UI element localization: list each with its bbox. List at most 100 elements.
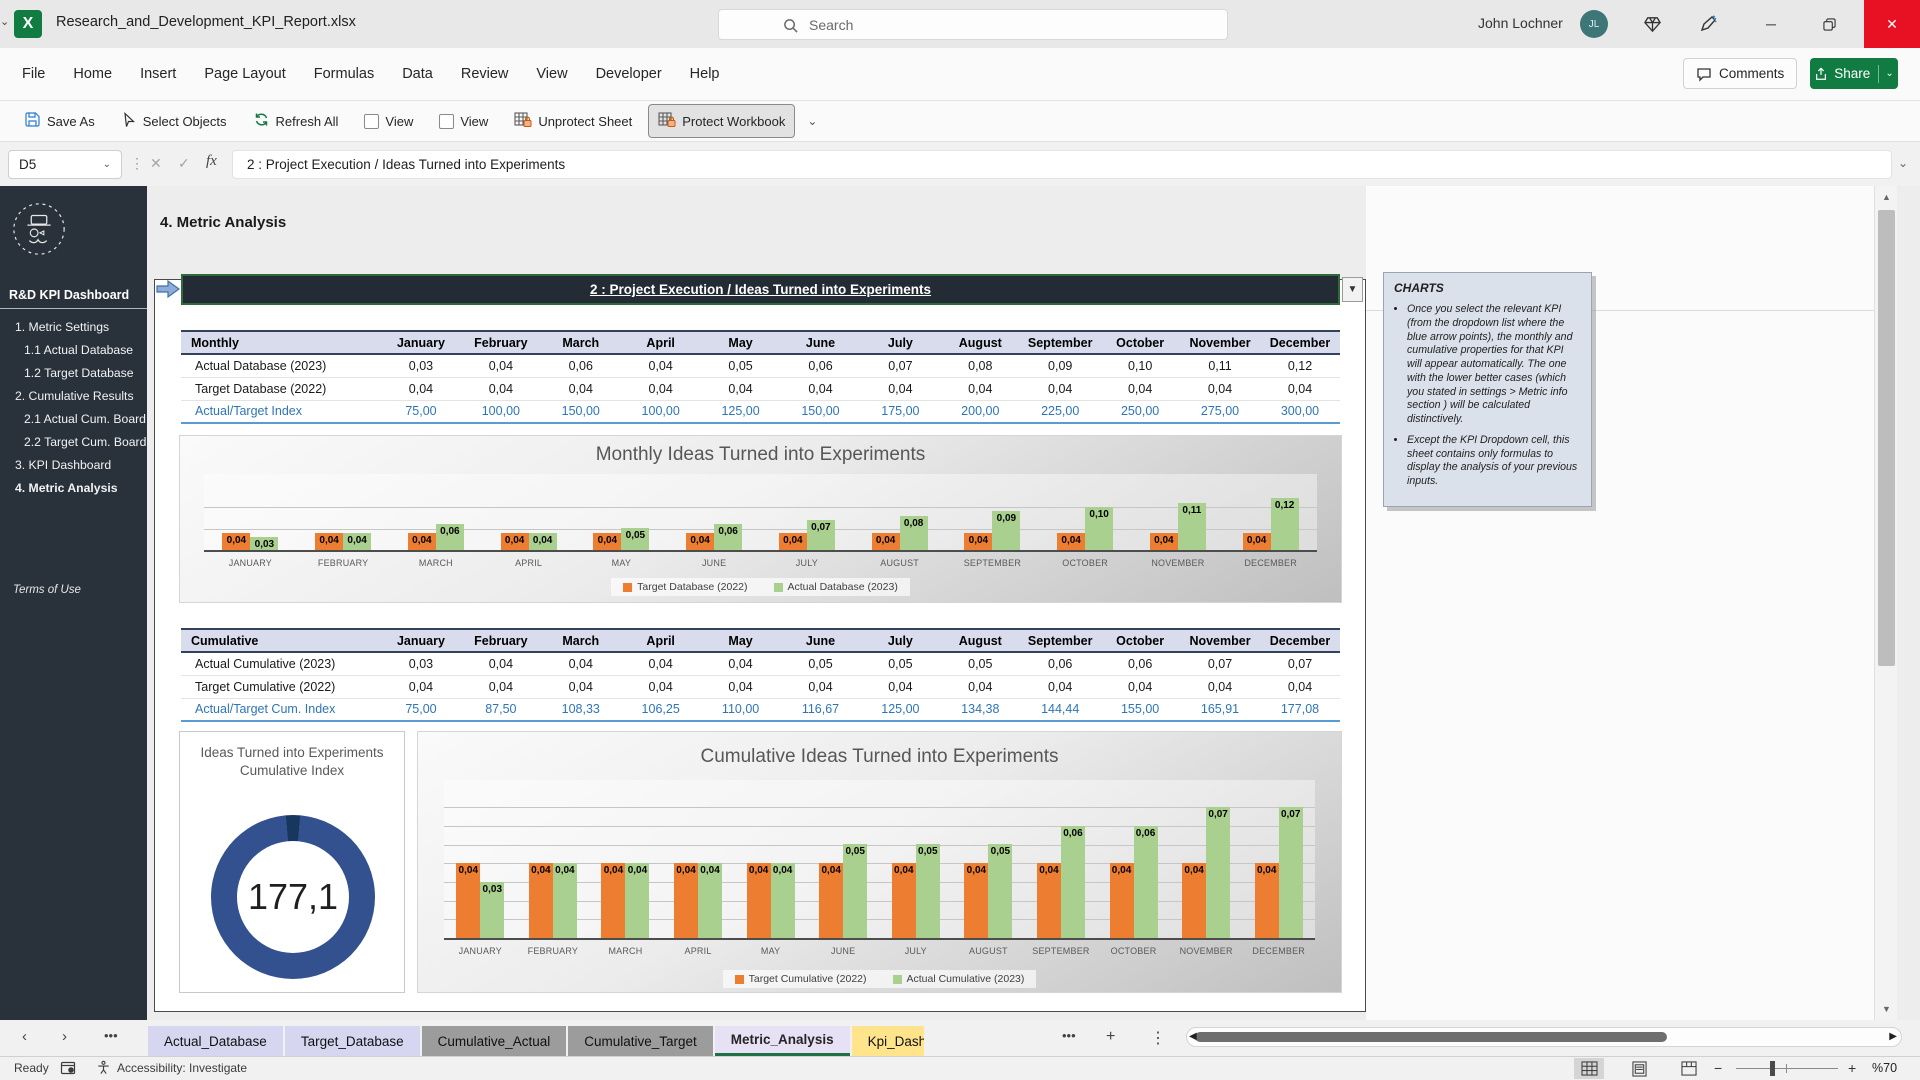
view-button[interactable]: View [354,107,423,136]
menu-tab-formulas[interactable]: Formulas [313,66,375,82]
month-header[interactable]: May [700,628,781,653]
horizontal-scrollbar[interactable]: ◀ ▶ [1186,1027,1902,1047]
table-cell[interactable]: 0,03 [381,354,461,378]
avatar[interactable]: JL [1580,10,1608,38]
month-header[interactable]: November [1180,628,1260,653]
refresh-all-button[interactable]: Refresh All [243,104,349,138]
view-button[interactable]: View [429,107,498,136]
table-cell[interactable]: 200,00 [940,399,1021,424]
accessibility-icon[interactable] [96,1060,111,1078]
scroll-left-icon[interactable]: ◀ [1189,1031,1197,1042]
table-cell[interactable]: 0,09 [1020,354,1101,378]
table-cell[interactable]: 150,00 [540,399,621,424]
table-cell[interactable]: 0,04 [1020,377,1101,401]
minimize-button[interactable]: ─ [1766,16,1776,32]
sidebar-item-1-1-actual-database[interactable]: 1.1 Actual Database [24,343,134,357]
table-cell[interactable]: 75,00 [381,399,461,424]
table-cell[interactable]: 225,00 [1020,399,1101,424]
month-header[interactable]: September [1020,330,1101,355]
user-name[interactable]: John Lochner [1478,15,1563,31]
add-sheet-button[interactable]: + [1106,1028,1116,1045]
table-cell[interactable]: 0,04 [460,354,541,378]
insert-function-icon[interactable]: fx [206,153,217,169]
table-cell[interactable]: 0,03 [381,652,461,676]
view-checkbox[interactable] [439,113,455,129]
table-corner-header[interactable]: Monthly [181,330,381,355]
menu-tab-view[interactable]: View [536,66,568,82]
row-label-cell[interactable]: Actual/Target Cum. Index [181,697,381,722]
month-header[interactable]: April [620,330,701,355]
restore-button[interactable] [1806,0,1852,48]
month-header[interactable]: September [1020,628,1101,653]
table-cell[interactable]: 100,00 [460,399,541,424]
table-cell[interactable]: 134,38 [940,697,1021,722]
cumulative-chart[interactable]: Cumulative Ideas Turned into Experiments… [417,731,1342,993]
table-cell[interactable]: 0,04 [620,675,701,699]
table-cell[interactable]: 144,44 [1020,697,1101,722]
month-header[interactable]: May [700,330,781,355]
table-cell[interactable]: 0,04 [860,675,941,699]
table-cell[interactable]: 0,04 [460,675,541,699]
table-cell[interactable]: 0,04 [1100,675,1181,699]
table-cell[interactable]: 0,06 [1020,652,1101,676]
menu-tab-page-layout[interactable]: Page Layout [204,66,286,82]
sidebar-item-2-2-target-cum-board[interactable]: 2.2 Target Cum. Board [24,435,147,449]
table-cell[interactable]: 0,06 [1100,652,1181,676]
view-page-layout-button[interactable] [1624,1058,1654,1079]
sheet-tab-cumulative_actual[interactable]: Cumulative_Actual [421,1026,567,1056]
monthly-chart[interactable]: Monthly Ideas Turned into Experiments 0,0… [179,435,1342,603]
table-corner-header[interactable]: Cumulative [181,628,381,653]
month-header[interactable]: December [1259,628,1340,653]
table-cell[interactable]: 0,04 [381,675,461,699]
month-header[interactable]: August [940,330,1021,355]
row-label-cell[interactable]: Target Cumulative (2022) [181,675,381,699]
table-cell[interactable]: 0,06 [780,354,861,378]
table-cell[interactable]: 0,07 [1259,652,1340,676]
table-cell[interactable]: 175,00 [860,399,941,424]
table-cell[interactable]: 0,04 [700,377,781,401]
month-header[interactable]: June [780,628,861,653]
view-checkbox[interactable] [364,113,380,129]
table-cell[interactable]: 0,11 [1180,354,1260,378]
menu-tab-developer[interactable]: Developer [595,66,662,82]
table-cell[interactable]: 125,00 [700,399,781,424]
table-cell[interactable]: 0,08 [940,354,1021,378]
table-cell[interactable]: 0,04 [1180,675,1260,699]
confirm-entry-icon[interactable]: ✓ [178,155,190,171]
table-cell[interactable]: 0,04 [540,377,621,401]
gem-icon[interactable] [1640,12,1664,36]
close-button[interactable]: ✕ [1864,0,1920,48]
menu-tab-review[interactable]: Review [460,66,509,82]
table-cell[interactable]: 108,33 [540,697,621,722]
table-cell[interactable]: 0,04 [620,652,701,676]
sidebar-terms-link[interactable]: Terms of Use [13,584,81,596]
row-label-cell[interactable]: Target Database (2022) [181,377,381,401]
sheet-tab-target_database[interactable]: Target_Database [284,1026,420,1056]
table-cell[interactable]: 0,07 [860,354,941,378]
tabs-overflow-icon[interactable]: ••• [1062,1028,1076,1043]
table-cell[interactable]: 165,91 [1180,697,1260,722]
horizontal-scrollbar-thumb[interactable] [1195,1032,1667,1042]
sidebar-item-1-2-target-database[interactable]: 1.2 Target Database [24,366,134,380]
table-cell[interactable]: 177,08 [1259,697,1340,722]
table-cell[interactable]: 0,07 [1180,652,1260,676]
accessibility-status[interactable]: Accessibility: Investigate [117,1061,248,1075]
save-as-button[interactable]: Save As [14,104,105,138]
month-header[interactable]: June [780,330,861,355]
table-cell[interactable]: 300,00 [1259,399,1340,424]
sidebar-item-3-kpi-dashboard[interactable]: 3. KPI Dashboard [15,458,112,472]
share-button[interactable]: Share ⌄ [1810,58,1898,89]
formula-bar-expand-icon[interactable]: ⌄ [1898,156,1909,170]
table-cell[interactable]: 0,04 [940,675,1021,699]
table-cell[interactable]: 0,04 [540,652,621,676]
sidebar-item-4-metric-analysis[interactable]: 4. Metric Analysis [15,481,118,495]
table-cell[interactable]: 0,04 [1100,377,1181,401]
cancel-entry-icon[interactable]: ✕ [150,155,162,171]
month-header[interactable]: March [540,628,621,653]
menu-tab-insert[interactable]: Insert [140,66,177,82]
table-cell[interactable]: 0,10 [1100,354,1181,378]
month-header[interactable]: January [381,628,461,653]
table-cell[interactable]: 0,04 [620,354,701,378]
sheet-tab-metric_analysis[interactable]: Metric_Analysis [714,1026,850,1056]
comments-button[interactable]: Comments [1683,58,1798,89]
